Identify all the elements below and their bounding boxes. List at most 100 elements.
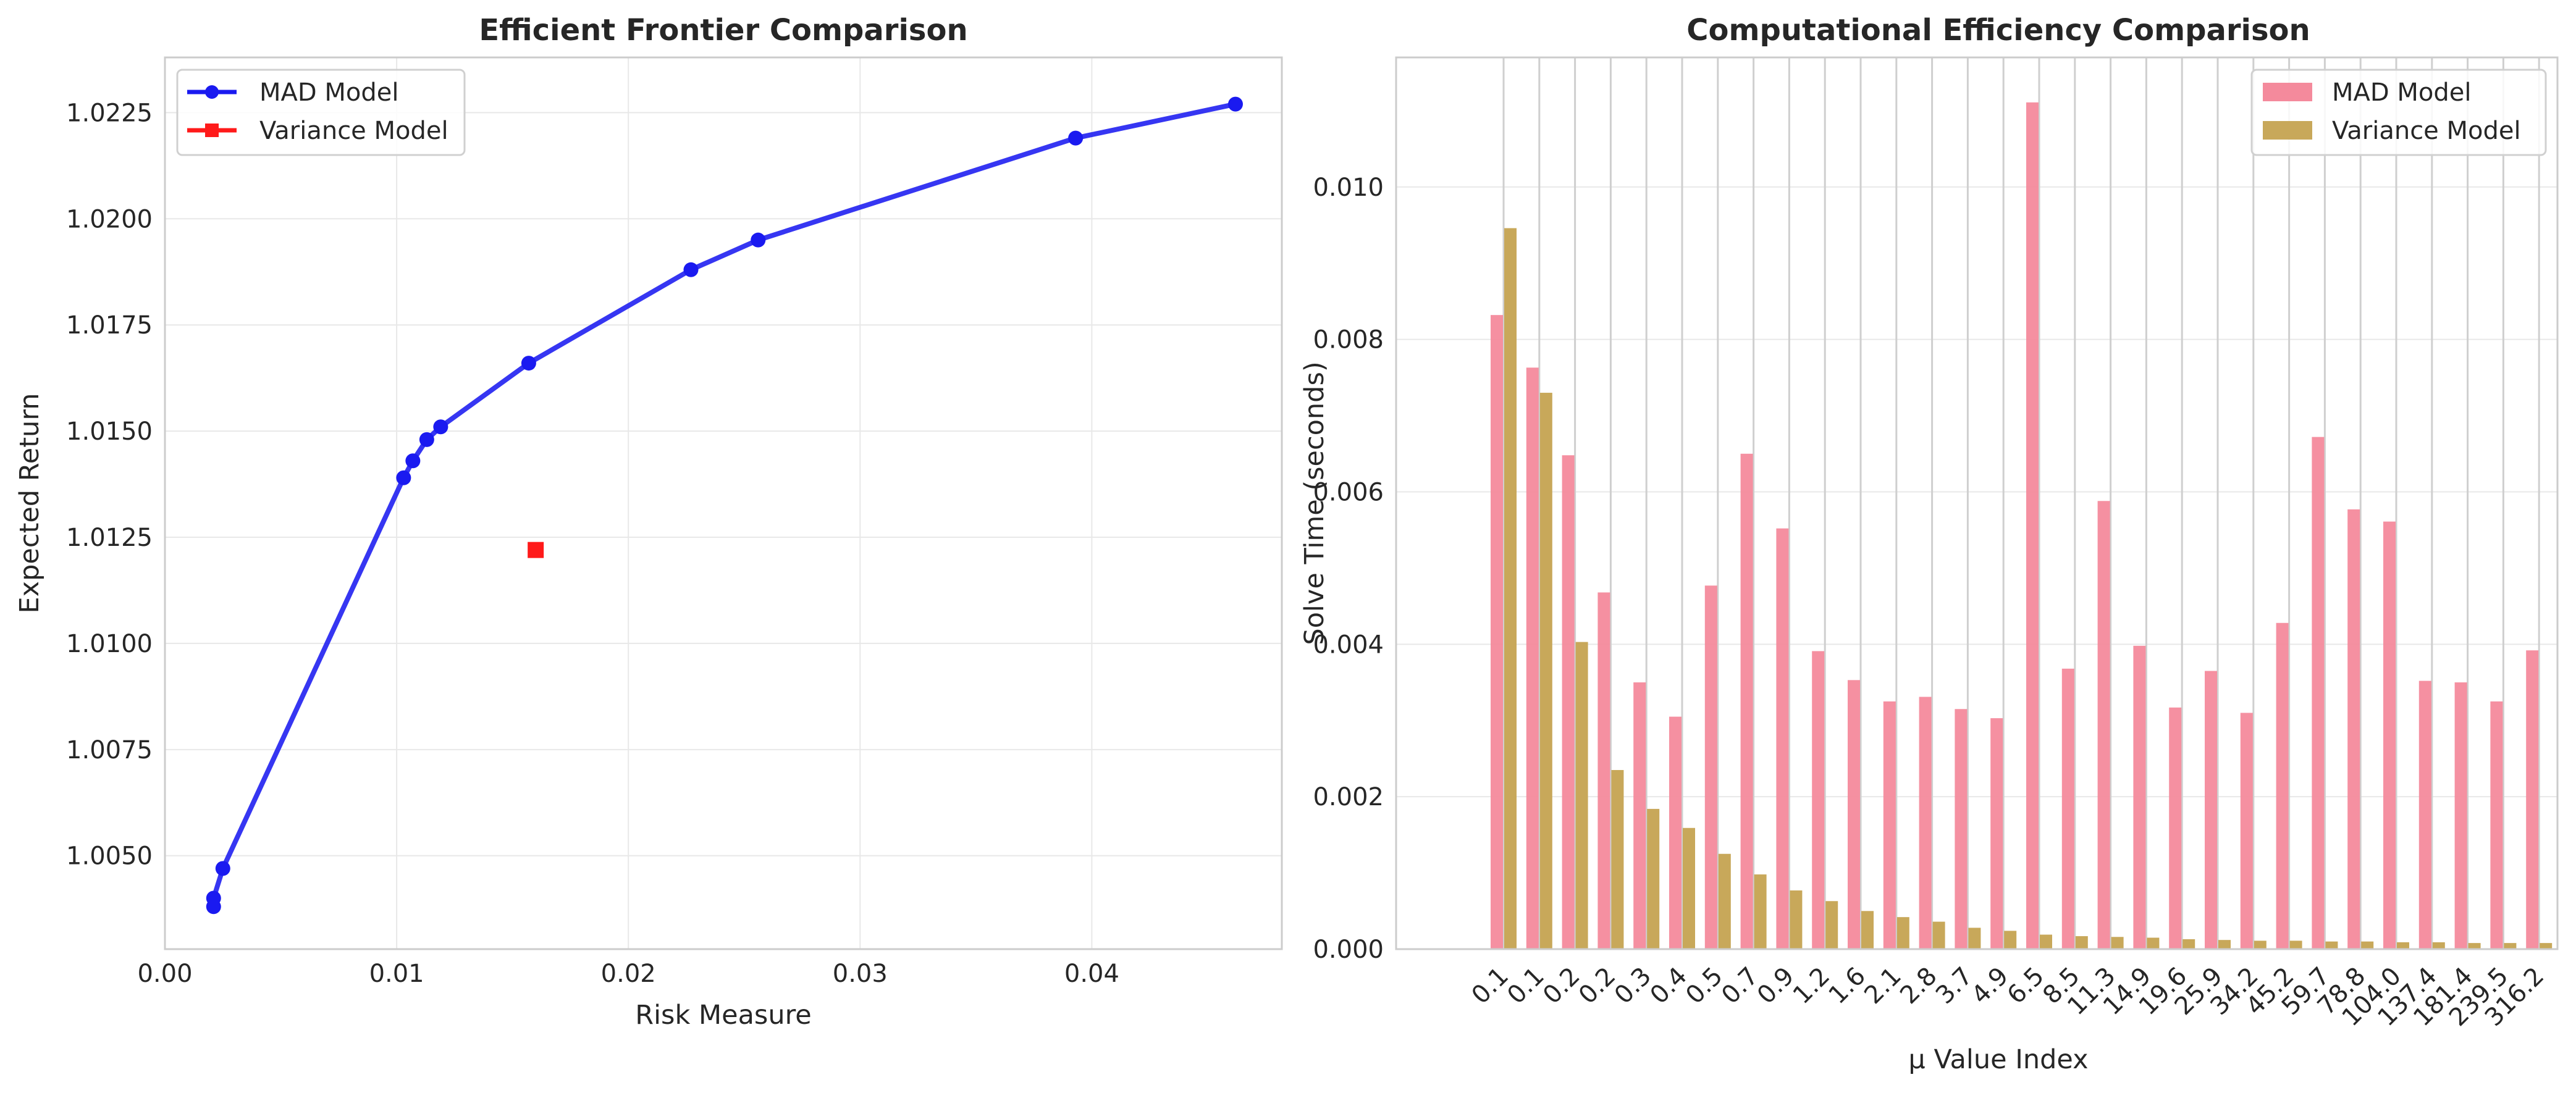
legend-mad-marker [205,85,219,99]
mad-bar [2490,701,2503,949]
mad-point [751,232,766,248]
mad-bar [1633,682,1646,949]
left-x-axis-label: Risk Measure [635,1000,812,1031]
mad-point [1227,96,1243,112]
right-plot-area [1396,57,2557,949]
efficient-frontier-chart: 0.00 0.01 0.02 0.03 0.04 1.0050 1.0075 1.0100 1.… [14,13,1283,1031]
variance-bar [2468,943,2481,949]
right-y-tick-label: 0.000 [1313,936,1384,964]
legend-variance-label: Variance Model [259,117,448,145]
variance-bar [2254,940,2267,949]
mad-bar [1812,651,1825,949]
variance-bar [1861,911,1874,949]
variance-bar [2325,941,2338,949]
variance-bar [1754,874,1767,949]
mad-bar [1883,701,1896,949]
mad-bar [1919,697,1932,949]
left-x-tick-label: 0.02 [601,960,656,988]
mad-bar [2276,622,2289,949]
legend-mad-swatch [2263,83,2312,101]
mad-bar [2026,102,2039,949]
variance-bar [2432,942,2445,949]
right-data-layer [1491,102,2553,950]
left-y-tick-label: 1.0225 [66,99,153,127]
variance-bar [2218,940,2231,949]
left-y-tick-label: 1.0100 [66,630,153,658]
variance-bar [1825,901,1838,949]
right-y-tick-label: 0.008 [1313,326,1384,354]
variance-bar [1611,769,1624,949]
mad-bar [2205,671,2217,949]
mad-bar [2454,682,2467,949]
variance-bar [2040,934,2052,949]
right-x-axis-label: μ Value Index [1908,1044,2088,1075]
right-legend-box [2250,69,2547,156]
right-y-tick-label: 0.006 [1313,478,1384,506]
right-y-tick-label: 0.002 [1313,783,1384,811]
left-legend-box [176,69,466,156]
legend-variance-bar-label: Variance Model [2332,117,2521,145]
left-y-tick-label: 1.0175 [66,311,153,340]
left-y-tick-label: 1.0200 [66,205,153,233]
mad-bar [2526,650,2539,949]
mad-point [215,861,230,876]
variance-bar [1647,808,1660,949]
left-x-tick-label: 0.01 [369,960,424,988]
left-y-axis-label: Expected Return [14,393,45,614]
left-tick-labels: 0.00 0.01 0.02 0.03 0.04 1.0050 1.0075 1.0100 1.… [66,99,1119,988]
mad-bar [2097,501,2110,949]
mad-bar [2061,668,2074,949]
mad-bar [1776,528,1789,949]
variance-bar [1932,921,1945,949]
variance-bar [1504,228,1517,949]
mad-bar [2383,521,2396,949]
variance-bar [1539,393,1552,949]
right-y-axis-label: Solve Time (seconds) [1299,361,1330,645]
left-y-tick-label: 1.0125 [66,524,153,552]
variance-bar [1968,928,1981,949]
mad-point [521,356,536,371]
right-gridlines [1396,57,2557,950]
left-x-tick-label: 0.04 [1064,960,1119,988]
mad-bar [1848,680,1860,949]
mad-bar [1597,592,1610,949]
right-y-tick-label: 0.004 [1313,630,1384,659]
legend-variance-marker [205,124,219,137]
variance-bar [1718,853,1731,949]
left-legend: MAD Model Variance Model [176,69,466,156]
right-y-tick-label: 0.010 [1313,174,1384,202]
mad-bar [1990,718,2003,949]
variance-bar [2111,937,2124,949]
legend-mad-label: MAD Model [259,78,399,107]
mad-bar [1704,585,1717,949]
left-y-tick-label: 1.0050 [66,842,153,871]
mad-bar [1955,709,1968,949]
left-y-tick-label: 1.0075 [66,736,153,764]
variance-bar [2182,939,2195,949]
mad-point [1068,130,1084,146]
mad-point [206,890,221,906]
right-legend: MAD Model Variance Model [2250,69,2547,156]
mad-bar [1562,455,1575,949]
left-plot-area [165,57,1282,949]
variance-bar [2289,940,2302,949]
variance-bar [2147,937,2160,949]
left-gridlines [164,57,1282,949]
variance-point [528,542,544,558]
left-data-layer [206,96,1243,915]
mad-point [405,453,421,469]
mad-point [433,419,448,435]
mad-bar [1526,367,1539,949]
right-chart-title: Computational Efficiency Comparison [1686,13,2310,48]
variance-bar [1790,890,1803,949]
right-plot-frame [1395,56,2559,950]
left-chart-title: Efficient Frontier Comparison [479,13,967,48]
mad-bar [1669,716,1682,949]
computational-efficiency-chart: 0.0000.0020.0040.0060.0080.0100.10.10.20… [1299,13,2559,1075]
left-x-tick-label: 0.00 [137,960,192,988]
mad-point [419,432,434,447]
legend-mad-bar-label: MAD Model [2332,78,2472,107]
mad-bar [2240,713,2253,949]
variance-bar [1575,642,1588,949]
